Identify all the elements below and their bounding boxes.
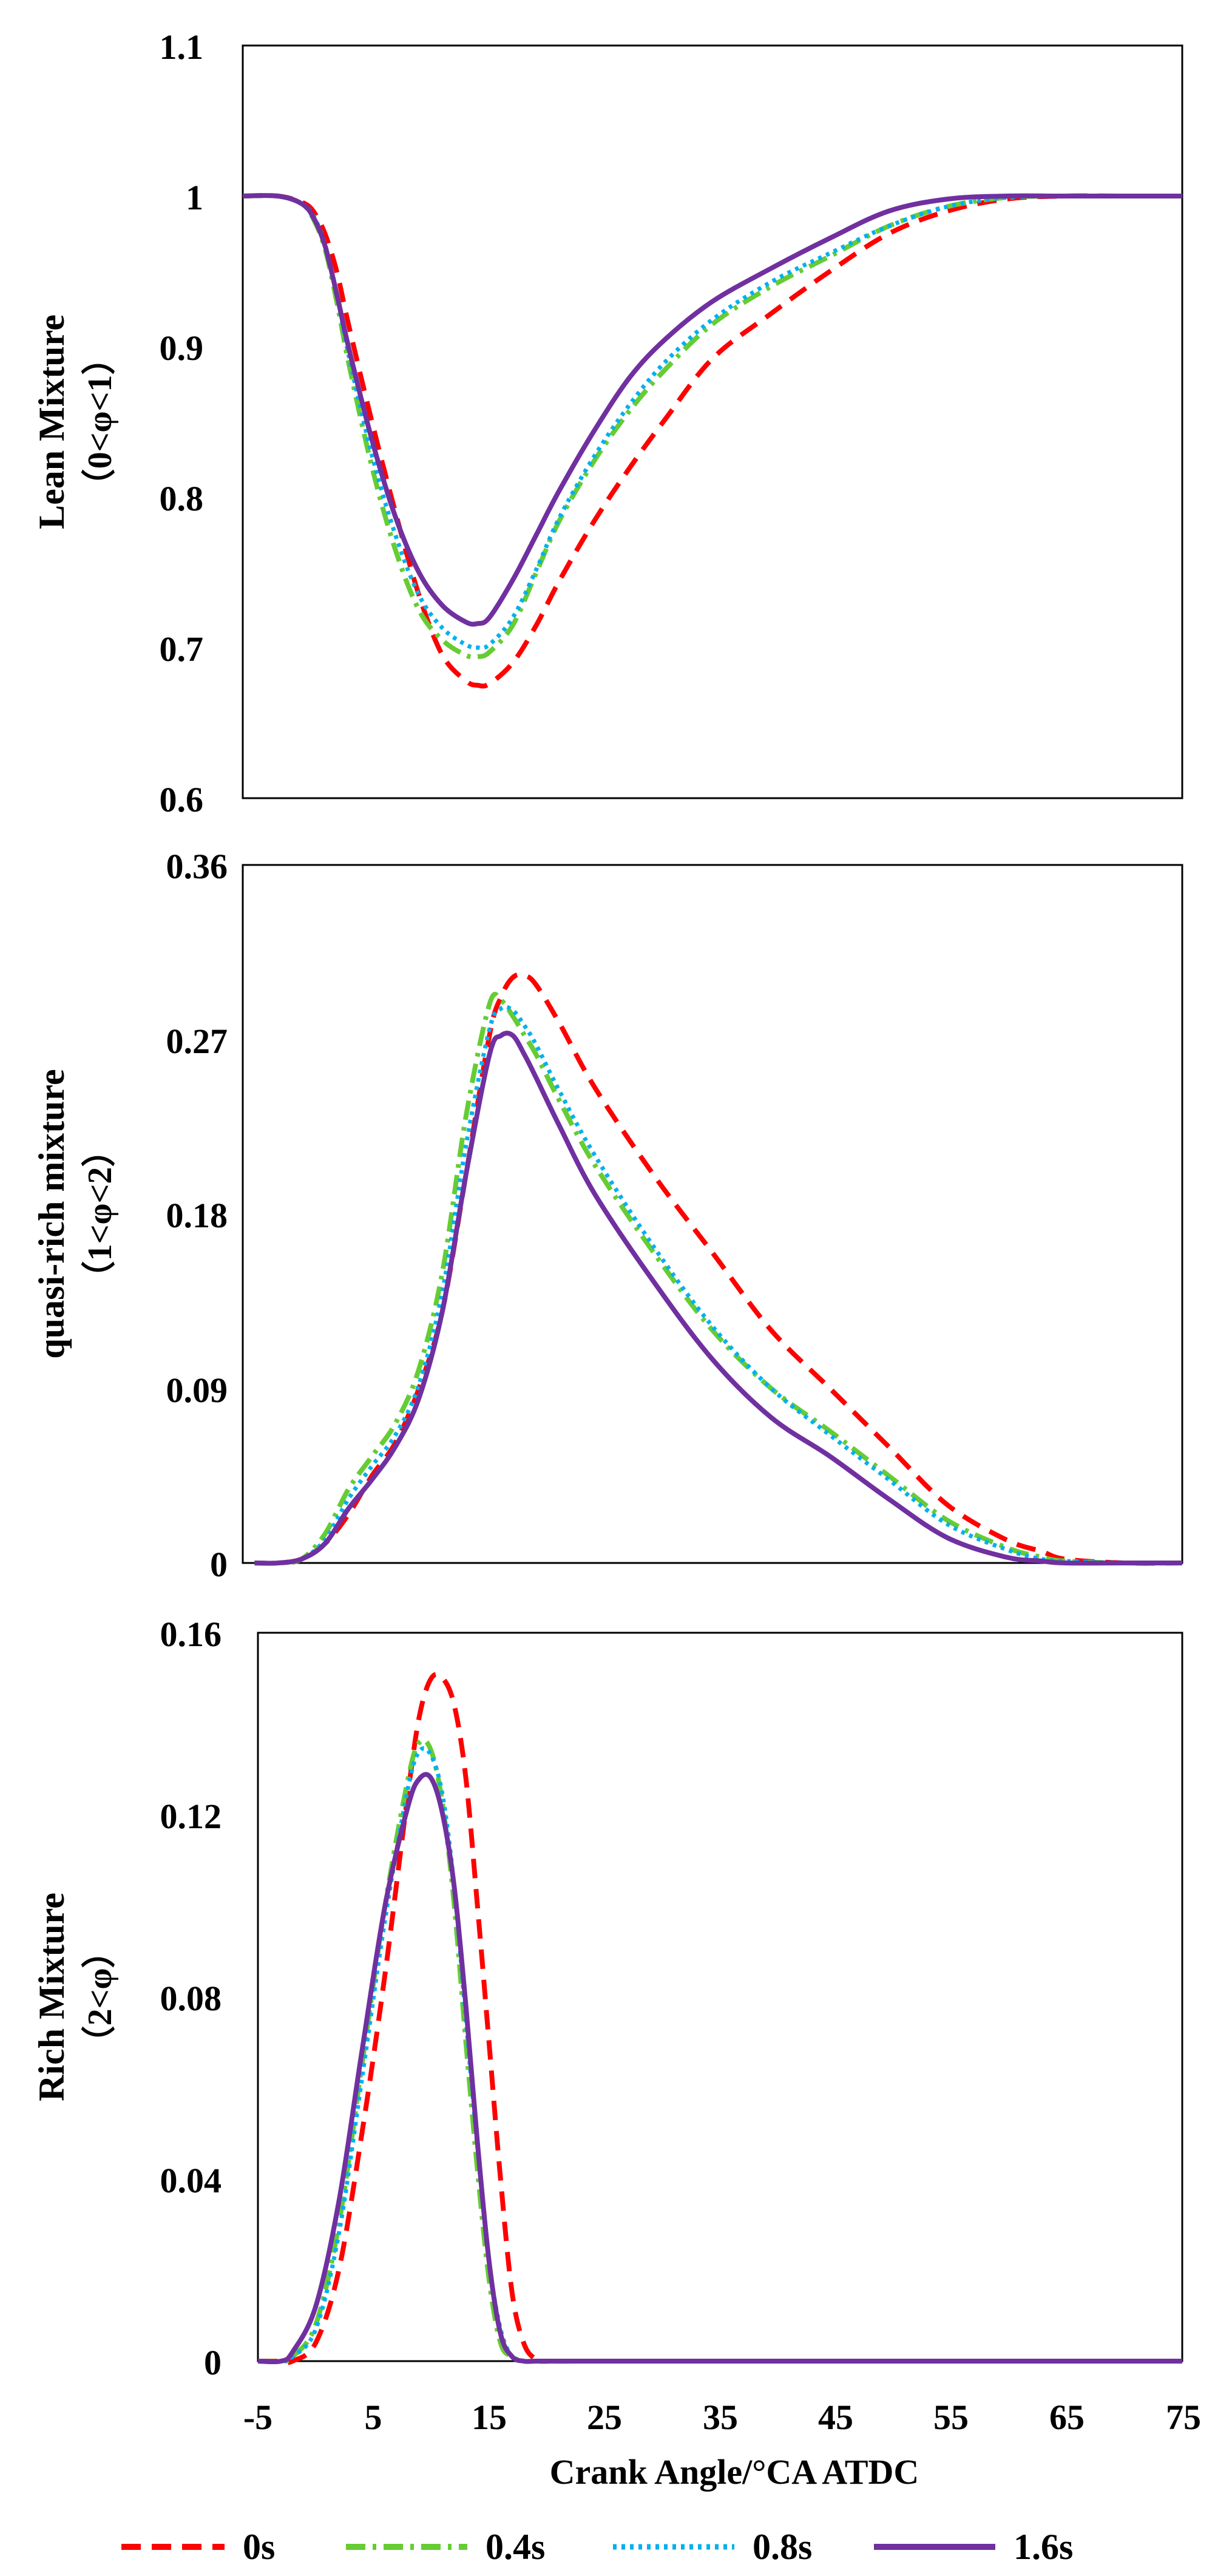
- rich-ylabel-range: （2<φ）: [81, 1934, 119, 2060]
- lean-ylabel-range: （0<φ<1）: [81, 341, 119, 503]
- lean-series-line-0s: [242, 193, 1182, 689]
- lean-ytick: 0.6: [160, 780, 204, 819]
- x-tick: 15: [472, 2398, 507, 2437]
- rich-ytick: 0.16: [160, 1615, 222, 1654]
- quasi-ylabel: quasi-rich mixture: [32, 1069, 72, 1358]
- quasi-series-line-0s: [254, 972, 1183, 1566]
- lean-series-line-1.6s: [242, 193, 1182, 627]
- rich-series-line-0.4s: [257, 1737, 1182, 2364]
- legend-label-0.8s: 0.8s: [753, 2527, 812, 2567]
- quasi-plot-frame: [242, 864, 1183, 1564]
- legend-item-1.6s: 1.6s: [874, 2527, 1073, 2567]
- rich-ylabel: Rich Mixture: [32, 1893, 72, 2101]
- x-tick: 75: [1166, 2398, 1201, 2437]
- panel-rich: 0 0.04 0.08 0.12 0.16 Rich Mixture （2<φ）: [32, 1615, 1183, 2382]
- quasi-series-line-0.4s: [254, 992, 1183, 1566]
- legend-item-0s: 0s: [121, 2527, 275, 2567]
- rich-series-group: [257, 1672, 1182, 2365]
- legend-label-1.6s: 1.6s: [1014, 2527, 1073, 2567]
- lean-series-line-0.8s: [242, 193, 1182, 651]
- lean-ytick: 1.1: [160, 27, 204, 67]
- rich-ytick: 0.12: [160, 1797, 222, 1836]
- x-axis-label: Crank Angle/°CA ATDC: [550, 2452, 919, 2492]
- x-tick: -5: [243, 2398, 272, 2437]
- lean-ytick: 1: [186, 178, 203, 217]
- legend-item-0.4s: 0.4s: [346, 2527, 545, 2567]
- rich-ytick: 0.08: [160, 1979, 222, 2018]
- quasi-ylabel-group: quasi-rich mixture （1<φ<2）: [32, 1069, 119, 1358]
- lean-series-group: [242, 193, 1182, 689]
- x-tick: 55: [933, 2398, 969, 2437]
- x-tick: 35: [703, 2398, 738, 2437]
- quasi-series-line-1.6s: [254, 1031, 1182, 1566]
- lean-ytick: 0.8: [160, 479, 204, 518]
- rich-ytick: 0: [204, 2343, 222, 2382]
- x-tick: 25: [587, 2398, 622, 2437]
- quasi-ytick: 0: [210, 1545, 228, 1584]
- rich-plot-frame: [257, 1632, 1183, 2362]
- legend-item-0.8s: 0.8s: [613, 2527, 812, 2567]
- quasi-ylabel-range: （1<φ<2）: [81, 1133, 119, 1295]
- panel-lean: 0.6 0.7 0.8 0.9 1 1.1 Lean Mixture （0<φ<…: [32, 27, 1183, 819]
- rich-ylabel-group: Rich Mixture （2<φ）: [32, 1893, 119, 2101]
- x-tick: 65: [1049, 2398, 1085, 2437]
- quasi-ytick: 0.18: [166, 1196, 228, 1235]
- lean-ylabel-group: Lean Mixture （0<φ<1）: [32, 314, 119, 529]
- quasi-series-group: [254, 972, 1183, 1566]
- lean-plot-frame: [242, 44, 1183, 799]
- lean-ytick: 0.9: [160, 328, 204, 368]
- x-tick: 5: [365, 2398, 382, 2437]
- quasi-ytick: 0.09: [166, 1371, 228, 1410]
- x-axis-ticks: -5 5 15 25 35 45 55 65 75: [243, 2398, 1201, 2437]
- legend-label-0.4s: 0.4s: [486, 2527, 545, 2567]
- rich-series-line-0s: [258, 1672, 1182, 2365]
- quasi-ytick: 0.36: [166, 847, 228, 886]
- lean-series-line-0.4s: [242, 193, 1182, 660]
- quasi-ytick: 0.27: [166, 1022, 228, 1061]
- panel-quasi: 0 0.09 0.18 0.27 0.36 quasi-rich mixture…: [32, 847, 1183, 1584]
- quasi-series-line-0.8s: [254, 1005, 1183, 1565]
- rich-series-line-1.6s: [257, 1772, 1182, 2365]
- legend-label-0s: 0s: [243, 2527, 275, 2567]
- rich-ytick: 0.04: [160, 2161, 222, 2200]
- lean-ytick: 0.7: [160, 629, 204, 669]
- x-tick: 45: [818, 2398, 853, 2437]
- lean-ylabel: Lean Mixture: [32, 314, 72, 529]
- legend: 0s 0.4s 0.8s 1.6s: [121, 2527, 1073, 2567]
